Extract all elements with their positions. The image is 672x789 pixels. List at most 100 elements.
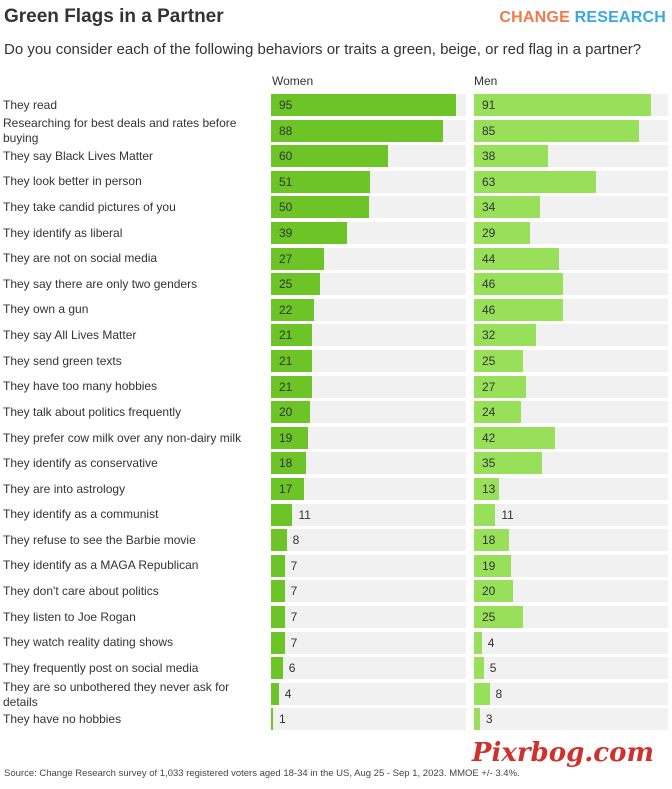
women-bar bbox=[271, 196, 369, 219]
women-bar-track bbox=[271, 503, 466, 526]
chart-title: Green Flags in a Partner bbox=[4, 6, 224, 27]
category-label: They send green texts bbox=[3, 353, 122, 368]
men-bar bbox=[474, 119, 639, 142]
category-label: They take candid pictures of you bbox=[3, 199, 176, 214]
men-bar bbox=[474, 145, 548, 168]
women-value-label: 21 bbox=[279, 328, 293, 343]
men-bar bbox=[474, 503, 496, 526]
men-bar bbox=[474, 426, 556, 449]
women-value-label: 51 bbox=[279, 174, 293, 189]
women-value-label: 19 bbox=[279, 430, 293, 445]
category-label: They talk about politics frequently bbox=[3, 404, 182, 419]
men-value-label: 25 bbox=[482, 610, 496, 624]
column-header-women: Women bbox=[272, 74, 314, 88]
women-bar bbox=[271, 478, 305, 500]
category-label: They own a gun bbox=[3, 302, 89, 317]
women-bar bbox=[271, 145, 388, 168]
women-bar-track bbox=[271, 375, 466, 398]
women-bar bbox=[271, 580, 285, 603]
women-bar bbox=[271, 554, 285, 577]
men-value-label: 29 bbox=[482, 226, 496, 240]
women-bar-track bbox=[271, 478, 466, 500]
men-bar-track bbox=[474, 350, 668, 372]
women-bar bbox=[271, 324, 312, 347]
brand-logo: CHANGE RESEARCH bbox=[499, 9, 666, 27]
women-bar-track bbox=[271, 298, 466, 321]
women-value-label: 7 bbox=[290, 635, 298, 650]
women-bar bbox=[271, 708, 273, 731]
women-bar-track bbox=[271, 273, 466, 296]
men-bar bbox=[474, 478, 500, 500]
category-label: They refuse to see the Barbie movie bbox=[3, 532, 196, 547]
source-note: Source: Change Research survey of 1,033 … bbox=[4, 768, 520, 779]
women-value-label: 6 bbox=[288, 661, 296, 676]
men-bar bbox=[474, 401, 521, 424]
category-label: They identify as conservative bbox=[3, 455, 158, 470]
women-bar-track bbox=[271, 631, 466, 654]
men-bar bbox=[474, 375, 527, 398]
women-bar-track bbox=[271, 708, 466, 731]
women-bar bbox=[271, 298, 314, 321]
category-label: They say Black Lives Matter bbox=[3, 148, 154, 163]
column-header-men: Men bbox=[474, 74, 498, 88]
women-bar bbox=[271, 426, 309, 449]
men-value-label: 13 bbox=[482, 482, 496, 496]
men-bar bbox=[474, 247, 560, 270]
women-value-label: 7 bbox=[290, 610, 298, 624]
women-bar-track bbox=[271, 657, 466, 680]
women-value-label: 8 bbox=[292, 533, 300, 548]
women-bar-track bbox=[271, 606, 466, 628]
women-bar bbox=[271, 401, 310, 424]
men-value-label: 4 bbox=[487, 635, 495, 650]
women-value-label: 1 bbox=[279, 712, 286, 727]
men-bar bbox=[474, 554, 511, 577]
women-bar-track bbox=[271, 401, 466, 424]
women-bar bbox=[271, 94, 457, 116]
men-bar bbox=[474, 580, 513, 603]
men-value-label: 63 bbox=[482, 174, 496, 189]
women-value-label: 7 bbox=[290, 558, 298, 573]
men-value-label: 25 bbox=[482, 354, 496, 368]
men-bar bbox=[474, 170, 597, 193]
men-bar-track bbox=[474, 478, 668, 500]
men-bar bbox=[474, 529, 509, 552]
women-value-label: 39 bbox=[279, 226, 293, 240]
watermark: Pixrbog.com bbox=[471, 738, 654, 768]
women-value-label: 25 bbox=[279, 277, 293, 292]
men-bar-track bbox=[474, 503, 668, 526]
category-label: They look better in person bbox=[3, 174, 142, 189]
men-value-label: 5 bbox=[489, 661, 497, 676]
women-value-label: 60 bbox=[279, 149, 293, 164]
category-label: They frequently post on social media bbox=[3, 660, 199, 675]
men-bar-track bbox=[474, 606, 668, 628]
men-bar bbox=[474, 606, 523, 628]
men-bar-track bbox=[474, 529, 668, 552]
women-value-label: 21 bbox=[279, 354, 293, 368]
category-label: They are into astrology bbox=[3, 481, 126, 496]
women-bar bbox=[271, 503, 293, 526]
women-bar bbox=[271, 170, 371, 193]
category-label: They listen to Joe Rogan bbox=[3, 609, 136, 624]
women-bar bbox=[271, 529, 287, 552]
men-bar-track bbox=[474, 657, 668, 680]
men-value-label: 34 bbox=[482, 200, 496, 215]
women-bar-track bbox=[271, 682, 466, 705]
category-label: They say there are only two genders bbox=[3, 276, 198, 291]
men-value-label: 27 bbox=[482, 379, 496, 394]
women-value-label: 18 bbox=[279, 456, 293, 471]
category-label: They watch reality dating shows bbox=[3, 635, 174, 650]
men-value-label: 44 bbox=[482, 251, 496, 266]
men-value-label: 35 bbox=[482, 456, 496, 471]
men-value-label: 42 bbox=[482, 430, 496, 445]
men-bar bbox=[474, 196, 540, 219]
men-bar bbox=[474, 631, 482, 654]
category-label: They are not on social media bbox=[3, 251, 158, 266]
men-bar bbox=[474, 350, 523, 372]
men-bar-track bbox=[474, 401, 668, 424]
chart-plot-area: They read 95 91 Researching for best deals … bbox=[3, 94, 668, 731]
men-bar-track bbox=[474, 708, 668, 731]
men-bar bbox=[474, 708, 480, 731]
men-bar bbox=[474, 452, 542, 475]
women-bar-track bbox=[271, 350, 466, 372]
men-value-label: 3 bbox=[485, 712, 493, 727]
